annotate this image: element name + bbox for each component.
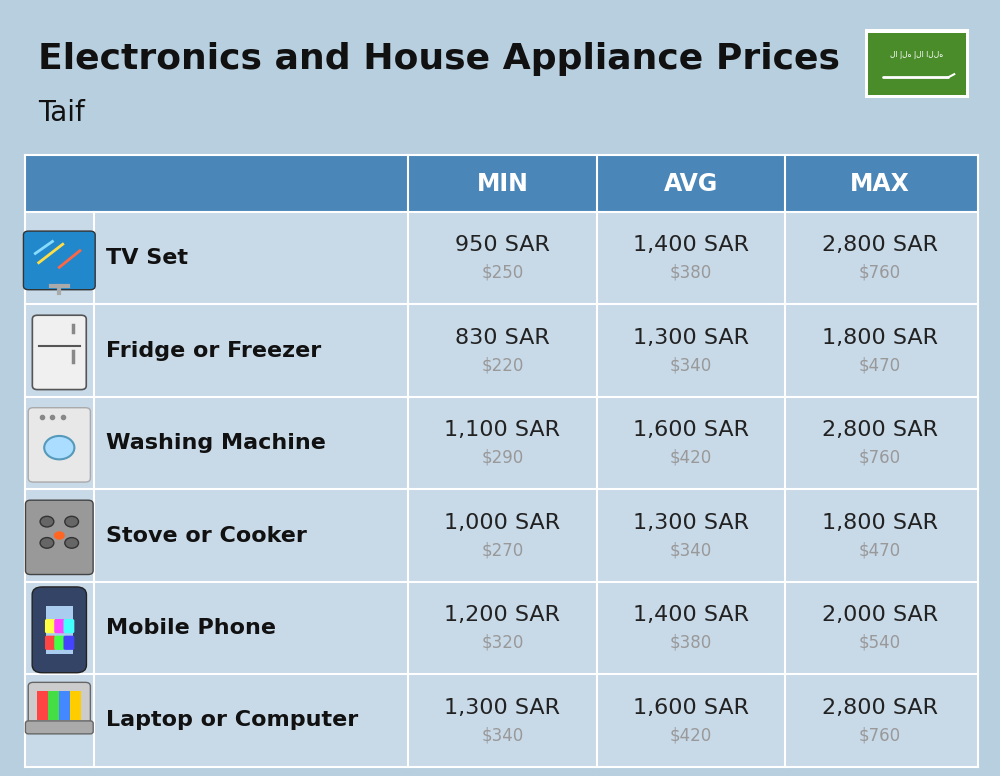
FancyBboxPatch shape <box>32 587 86 673</box>
Text: 2,800 SAR: 2,800 SAR <box>822 698 938 718</box>
Text: Fridge or Freezer: Fridge or Freezer <box>106 341 321 361</box>
Text: 1,300 SAR: 1,300 SAR <box>633 327 749 348</box>
FancyBboxPatch shape <box>25 304 978 397</box>
Circle shape <box>44 436 74 459</box>
FancyBboxPatch shape <box>54 636 65 650</box>
Text: 1,400 SAR: 1,400 SAR <box>633 235 749 255</box>
FancyBboxPatch shape <box>70 691 81 720</box>
FancyBboxPatch shape <box>63 636 74 650</box>
Text: MIN: MIN <box>477 171 528 196</box>
Text: 1,300 SAR: 1,300 SAR <box>633 513 749 532</box>
Text: $220: $220 <box>481 356 524 374</box>
FancyBboxPatch shape <box>25 489 978 582</box>
Text: 950 SAR: 950 SAR <box>455 235 550 255</box>
Text: $340: $340 <box>670 542 712 559</box>
Circle shape <box>40 516 54 527</box>
Text: 2,000 SAR: 2,000 SAR <box>822 605 938 625</box>
FancyBboxPatch shape <box>32 315 86 390</box>
FancyBboxPatch shape <box>54 619 65 633</box>
Text: $470: $470 <box>859 356 901 374</box>
Text: $760: $760 <box>859 726 901 744</box>
Text: 1,600 SAR: 1,600 SAR <box>633 698 749 718</box>
Text: 1,600 SAR: 1,600 SAR <box>633 420 749 440</box>
Text: 2,800 SAR: 2,800 SAR <box>822 420 938 440</box>
Text: لا إله إلا الله: لا إله إلا الله <box>890 50 944 59</box>
Text: $420: $420 <box>670 726 712 744</box>
FancyBboxPatch shape <box>25 501 93 574</box>
Text: 1,100 SAR: 1,100 SAR <box>444 420 560 440</box>
Circle shape <box>65 538 79 548</box>
FancyBboxPatch shape <box>59 691 70 720</box>
Text: 1,800 SAR: 1,800 SAR <box>822 327 938 348</box>
FancyBboxPatch shape <box>25 397 978 490</box>
Text: 1,000 SAR: 1,000 SAR <box>444 513 561 532</box>
FancyBboxPatch shape <box>25 155 978 212</box>
Text: 1,800 SAR: 1,800 SAR <box>822 513 938 532</box>
Text: $760: $760 <box>859 264 901 282</box>
Text: $340: $340 <box>670 356 712 374</box>
FancyBboxPatch shape <box>868 33 966 95</box>
FancyBboxPatch shape <box>28 682 90 729</box>
Text: $290: $290 <box>481 449 524 467</box>
FancyBboxPatch shape <box>25 674 978 767</box>
FancyBboxPatch shape <box>37 691 48 720</box>
FancyBboxPatch shape <box>46 606 73 654</box>
Text: AVG: AVG <box>664 171 718 196</box>
Text: $760: $760 <box>859 449 901 467</box>
FancyBboxPatch shape <box>48 691 59 720</box>
FancyBboxPatch shape <box>865 29 969 98</box>
Text: $270: $270 <box>481 542 524 559</box>
FancyBboxPatch shape <box>37 691 81 720</box>
FancyBboxPatch shape <box>23 231 95 289</box>
Text: Laptop or Computer: Laptop or Computer <box>106 711 358 730</box>
Text: TV Set: TV Set <box>106 248 188 268</box>
Text: 1,200 SAR: 1,200 SAR <box>444 605 560 625</box>
Text: $420: $420 <box>670 449 712 467</box>
Text: $540: $540 <box>859 634 901 652</box>
FancyBboxPatch shape <box>25 721 93 734</box>
Text: MAX: MAX <box>850 171 910 196</box>
Circle shape <box>40 538 54 548</box>
Text: Stove or Cooker: Stove or Cooker <box>106 525 307 546</box>
Text: $380: $380 <box>670 264 712 282</box>
Text: 1,400 SAR: 1,400 SAR <box>633 605 749 625</box>
Circle shape <box>65 516 79 527</box>
Text: 1,300 SAR: 1,300 SAR <box>444 698 560 718</box>
Text: Washing Machine: Washing Machine <box>106 433 326 453</box>
Text: $380: $380 <box>670 634 712 652</box>
Circle shape <box>54 532 65 540</box>
FancyBboxPatch shape <box>25 582 978 674</box>
Text: $340: $340 <box>481 726 524 744</box>
Text: Taif: Taif <box>38 99 85 126</box>
FancyBboxPatch shape <box>45 636 56 650</box>
Text: Electronics and House Appliance Prices: Electronics and House Appliance Prices <box>38 42 840 76</box>
Text: 2,800 SAR: 2,800 SAR <box>822 235 938 255</box>
Text: $320: $320 <box>481 634 524 652</box>
FancyBboxPatch shape <box>63 619 74 633</box>
FancyBboxPatch shape <box>45 619 56 633</box>
FancyBboxPatch shape <box>28 407 90 482</box>
Text: $250: $250 <box>481 264 524 282</box>
FancyBboxPatch shape <box>25 212 978 304</box>
Text: Mobile Phone: Mobile Phone <box>106 618 276 638</box>
Text: 830 SAR: 830 SAR <box>455 327 550 348</box>
Text: $470: $470 <box>859 542 901 559</box>
